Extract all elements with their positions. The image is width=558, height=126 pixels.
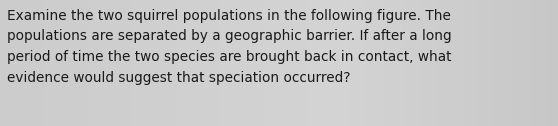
- Text: Examine the two squirrel populations in the following figure. The
populations ar: Examine the two squirrel populations in …: [7, 9, 451, 85]
